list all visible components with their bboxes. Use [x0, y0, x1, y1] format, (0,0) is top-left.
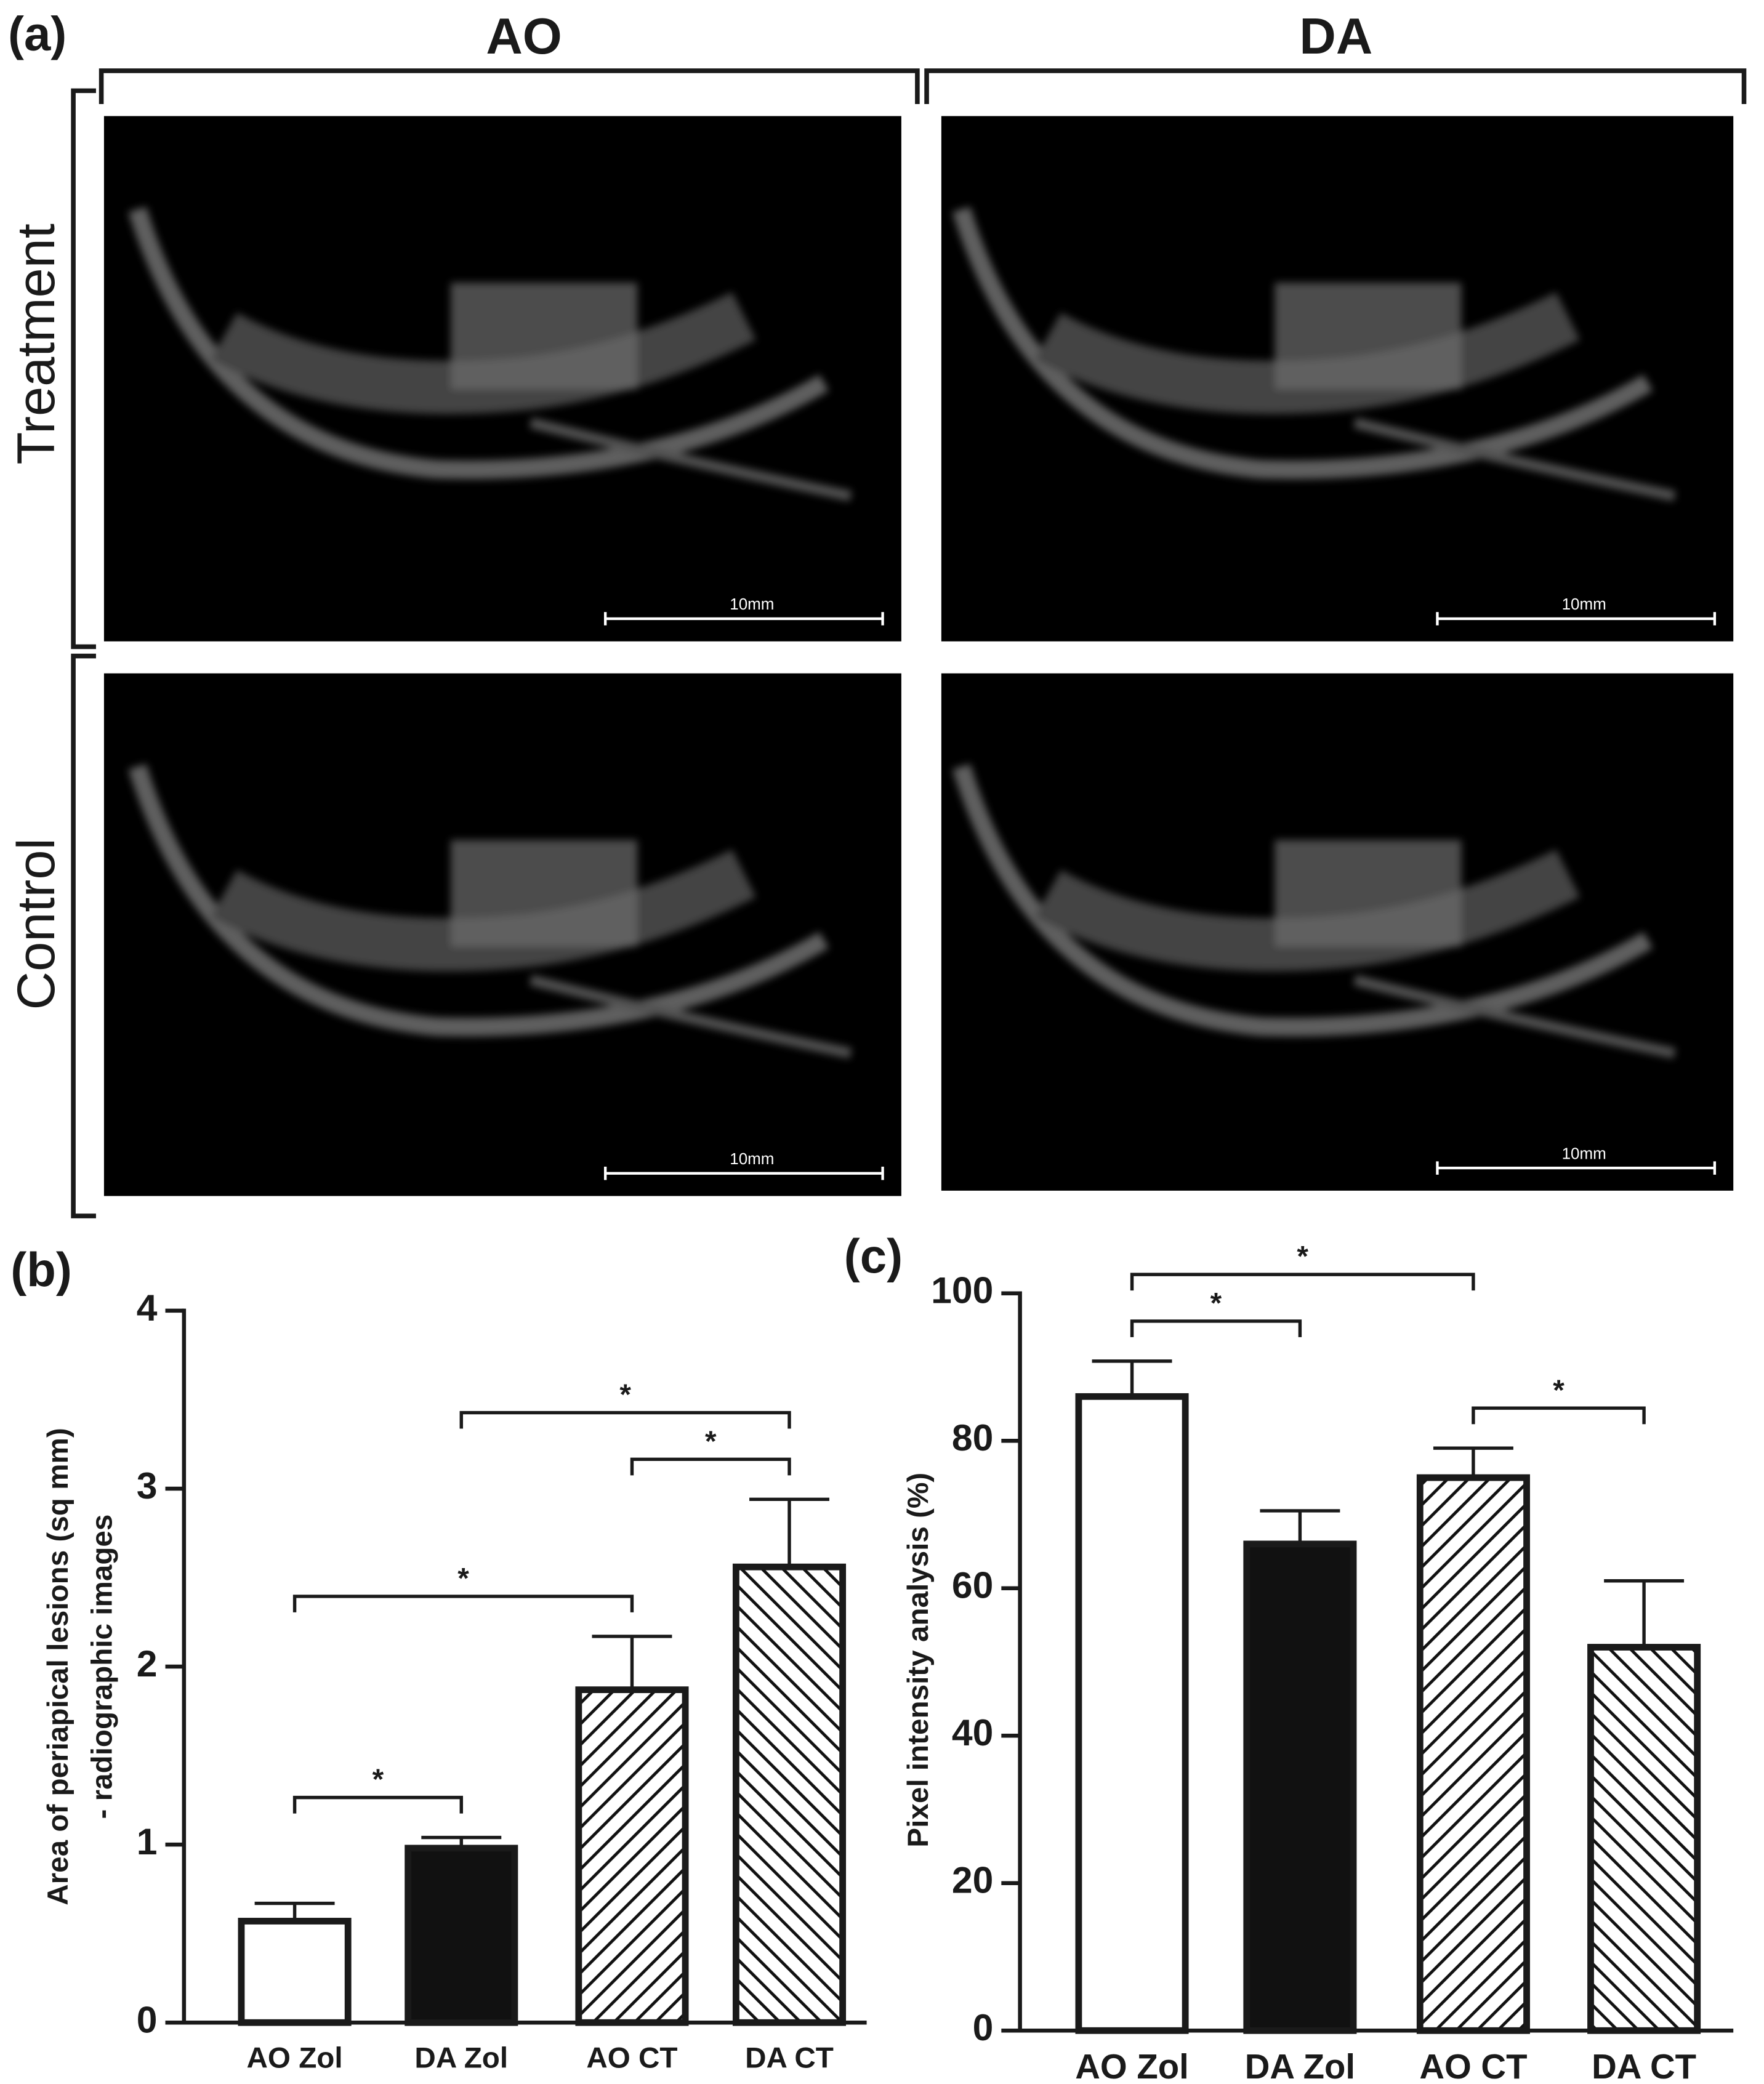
x-tick-label: DA Zol [1245, 2047, 1355, 2084]
significance-label: * [457, 1563, 469, 1595]
bar [1243, 1540, 1357, 2034]
significance-label: * [705, 1425, 717, 1458]
significance-bracket [1130, 1273, 1475, 1291]
jaw-ramus [529, 417, 852, 502]
bar [238, 1918, 352, 2026]
scale-bar [1436, 1161, 1717, 1175]
radiograph: 10mm [941, 116, 1734, 642]
x-tick-label: AO CT [586, 2042, 677, 2074]
panel-label: (c) [844, 1229, 903, 1283]
y-tick-label: 80 [952, 1417, 993, 1458]
y-tick-label: 2 [137, 1643, 158, 1684]
column-label: AO [486, 9, 562, 65]
radiograph: 10mm [103, 673, 901, 1196]
column-label: DA [1299, 9, 1372, 65]
row-label: Treatment [7, 223, 66, 464]
scale-bar-label: 10mm [730, 595, 774, 613]
y-tick-label: 20 [952, 1859, 993, 1901]
significance-label: * [1297, 1241, 1308, 1273]
jaw-outline [128, 206, 829, 480]
y-tick-label: 3 [137, 1465, 158, 1507]
panel-label: (b) [10, 1242, 72, 1297]
radiographs: 10mm 10mm 10mm 10mm [103, 116, 1734, 1196]
jaw [128, 763, 852, 1059]
teeth [1275, 283, 1462, 390]
x-tick-label: AO Zol [1075, 2047, 1189, 2084]
bar [1416, 1474, 1530, 2034]
panel-label: (a) [8, 6, 66, 60]
jaw [952, 763, 1676, 1059]
significance-label: * [619, 1378, 631, 1411]
scale-bar-label: 10mm [1562, 1144, 1606, 1162]
bar [405, 1845, 518, 2026]
scale-bar [1436, 612, 1717, 626]
scale-bar-label: 10mm [730, 1149, 774, 1168]
scale-bar-label: 10mm [1562, 595, 1606, 613]
y-tick-label: 0 [973, 2006, 994, 2048]
y-axis-label: - radiographic images [86, 1515, 118, 1819]
jaw-ramus [1353, 417, 1676, 502]
x-tick-label: AO CT [1419, 2047, 1527, 2084]
radiograph: 10mm [941, 673, 1734, 1191]
bracket [99, 68, 920, 105]
significance-label: * [373, 1763, 384, 1796]
x-tick-label: AO Zol [247, 2042, 343, 2074]
significance-bracket [1130, 1319, 1302, 1337]
teeth [1275, 840, 1462, 947]
y-tick-label: 100 [931, 1269, 993, 1311]
chart: (b) Area of periapical lesions (sq mm) - r… [10, 1242, 867, 2074]
x-tick-label: DA CT [745, 2042, 834, 2074]
scale-bar [603, 1166, 884, 1180]
x-tick-label: DA Zol [414, 2042, 508, 2074]
bracket [71, 653, 96, 1218]
y-axis-label: Pixel intensity analysis (%) [902, 1473, 935, 1848]
x-tick-label: DA CT [1592, 2047, 1696, 2084]
radiograph: 10mm [103, 116, 901, 642]
significance-bracket [459, 1410, 791, 1429]
significance-bracket [630, 1457, 791, 1476]
y-axis-label: Area of periapical lesions (sq mm) [42, 1428, 75, 1905]
y-tick-label: 60 [952, 1564, 993, 1606]
chart: (c) Pixel intensity analysis (%) 0 20 40 60 80… [844, 1229, 1734, 2084]
bracket [71, 88, 96, 650]
significance-label: * [1553, 1374, 1565, 1407]
significance-bracket [292, 1795, 463, 1814]
bar [732, 1563, 847, 2026]
teeth [450, 283, 638, 390]
bar [1075, 1393, 1189, 2034]
jaw-ramus [1353, 975, 1676, 1059]
jaw-outline [128, 763, 829, 1037]
jaw [128, 206, 852, 502]
row-label: Control [7, 838, 66, 1010]
charts: (b) Area of periapical lesions (sq mm) - r… [10, 1229, 1734, 2084]
jaw [952, 206, 1676, 502]
jaw-ramus [529, 975, 852, 1059]
group-brackets [71, 68, 1747, 1218]
y-tick-label: 40 [952, 1712, 993, 1753]
bar [1587, 1644, 1701, 2034]
y-tick-label: 0 [137, 1998, 158, 2040]
teeth [450, 840, 638, 947]
y-tick-label: 4 [137, 1287, 158, 1329]
bracket [924, 68, 1747, 105]
y-tick-label: 1 [137, 1820, 158, 1862]
bar [575, 1686, 689, 2026]
scale-bar [603, 612, 884, 626]
jaw-outline [952, 206, 1653, 480]
significance-bracket [292, 1595, 634, 1612]
significance-label: * [1210, 1287, 1222, 1320]
significance-bracket [1472, 1406, 1646, 1425]
jaw-outline [952, 763, 1653, 1037]
